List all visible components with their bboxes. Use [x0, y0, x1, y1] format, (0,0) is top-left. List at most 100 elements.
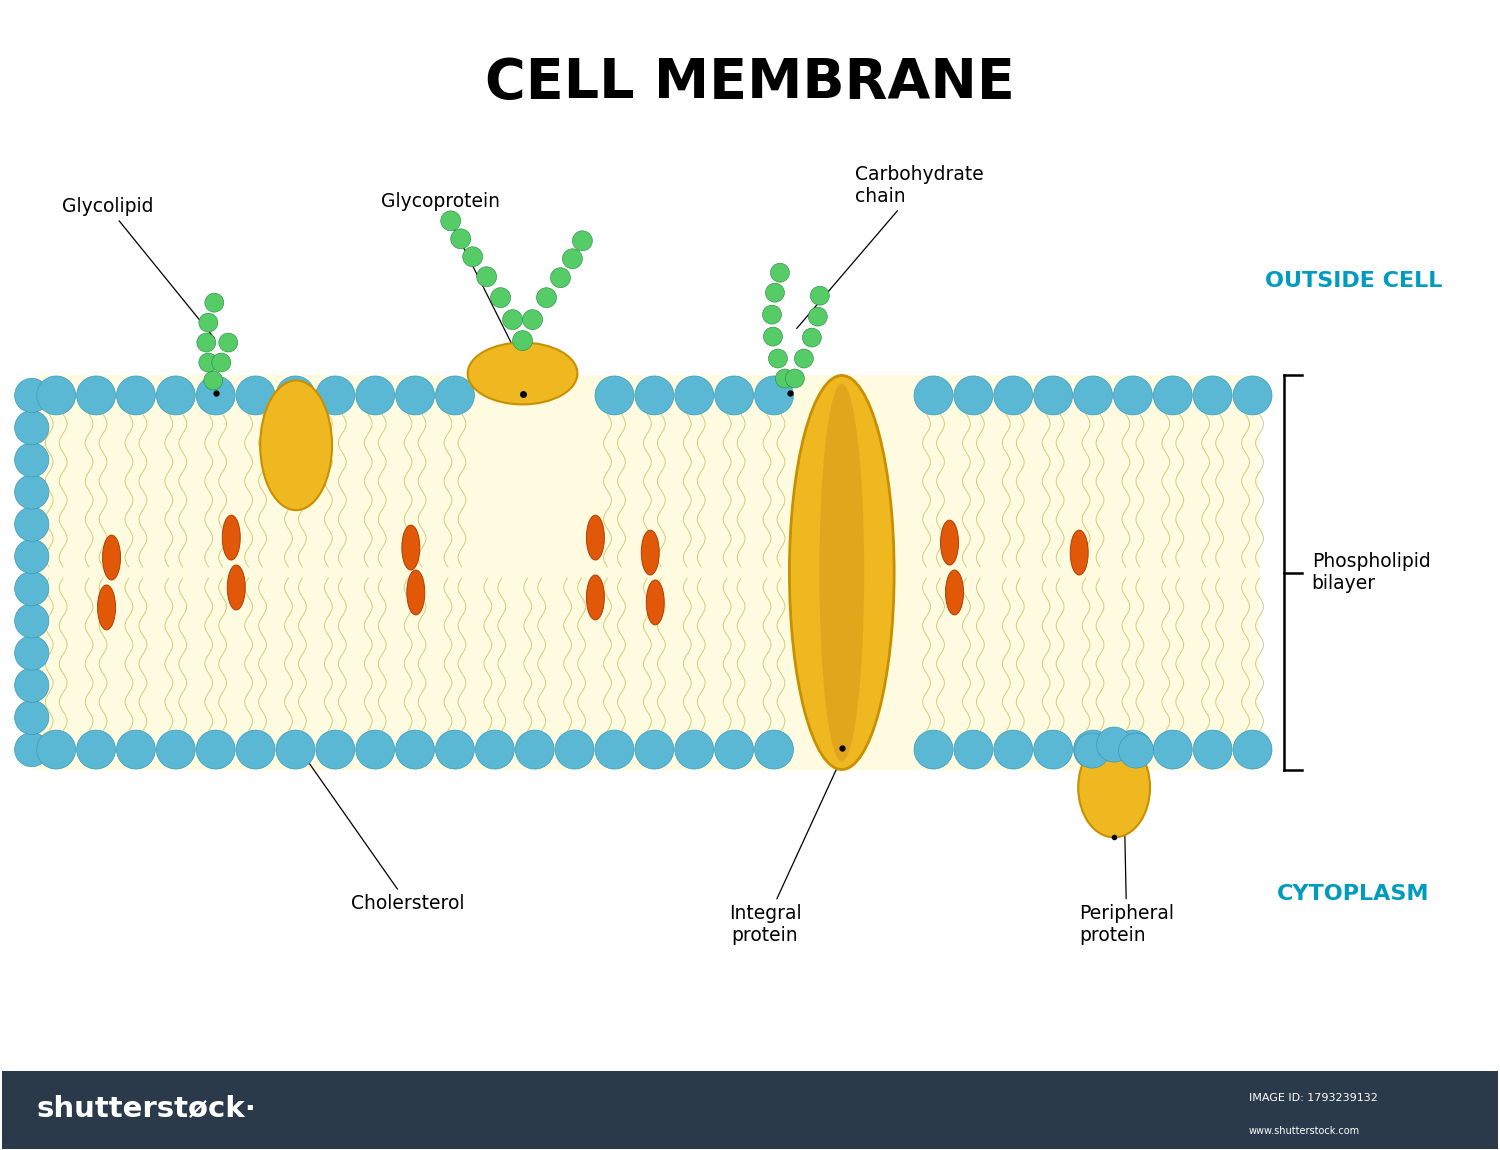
Circle shape [1233, 730, 1272, 769]
Circle shape [204, 371, 224, 390]
Text: Phospholipid
bilayer: Phospholipid bilayer [1311, 552, 1431, 593]
Circle shape [15, 378, 50, 413]
Circle shape [76, 730, 116, 769]
Circle shape [1074, 376, 1113, 415]
Circle shape [15, 700, 50, 735]
Text: Glycoprotein: Glycoprotein [381, 192, 526, 373]
Circle shape [1119, 733, 1154, 768]
Bar [36, 376, 1258, 769]
Circle shape [764, 327, 783, 346]
Circle shape [634, 730, 674, 769]
Circle shape [15, 604, 50, 638]
Circle shape [117, 730, 156, 769]
Text: www.shutterstock.com: www.shutterstock.com [1250, 1127, 1360, 1136]
Ellipse shape [102, 535, 120, 580]
Circle shape [206, 293, 224, 312]
Circle shape [550, 268, 570, 288]
Circle shape [276, 376, 315, 415]
Circle shape [15, 507, 50, 542]
Circle shape [196, 376, 236, 415]
Ellipse shape [819, 383, 864, 761]
Circle shape [476, 730, 514, 769]
Circle shape [316, 376, 356, 415]
Circle shape [675, 730, 714, 769]
Circle shape [714, 730, 753, 769]
Circle shape [316, 730, 356, 769]
Circle shape [396, 730, 435, 769]
Bar [2, 1071, 1498, 1149]
Circle shape [15, 443, 50, 477]
Circle shape [776, 369, 795, 388]
Text: IMAGE ID: 1793239132: IMAGE ID: 1793239132 [1250, 1092, 1377, 1103]
Circle shape [573, 231, 592, 251]
Circle shape [490, 288, 510, 308]
Ellipse shape [468, 343, 578, 405]
Circle shape [156, 730, 195, 769]
Circle shape [1113, 376, 1152, 415]
Circle shape [15, 411, 50, 445]
Ellipse shape [402, 526, 420, 570]
Circle shape [15, 475, 50, 509]
Ellipse shape [945, 570, 963, 615]
Circle shape [1096, 727, 1131, 762]
Circle shape [754, 376, 794, 415]
Circle shape [994, 730, 1032, 769]
Circle shape [1233, 376, 1272, 415]
Circle shape [786, 369, 804, 388]
Ellipse shape [222, 515, 240, 560]
Text: Cholersterol: Cholersterol [297, 746, 465, 913]
Circle shape [477, 267, 496, 286]
Text: CYTOPLASM: CYTOPLASM [1278, 884, 1430, 904]
Circle shape [36, 730, 75, 769]
Circle shape [537, 288, 556, 308]
Circle shape [954, 730, 993, 769]
Circle shape [513, 330, 532, 351]
Circle shape [1034, 376, 1072, 415]
Circle shape [516, 730, 554, 769]
Circle shape [1192, 376, 1231, 415]
Circle shape [810, 286, 830, 305]
Circle shape [522, 309, 543, 330]
Circle shape [441, 210, 460, 231]
Circle shape [211, 353, 231, 371]
Ellipse shape [1078, 737, 1150, 837]
Circle shape [200, 353, 217, 371]
Circle shape [236, 376, 274, 415]
Circle shape [994, 376, 1032, 415]
Circle shape [15, 539, 50, 574]
Circle shape [396, 376, 435, 415]
Text: Peripheral
protein: Peripheral protein [1078, 803, 1174, 945]
Text: Glycolipid: Glycolipid [62, 197, 214, 338]
Circle shape [356, 376, 395, 415]
Circle shape [914, 730, 952, 769]
Ellipse shape [586, 515, 604, 560]
Circle shape [15, 572, 50, 606]
Ellipse shape [1070, 530, 1088, 575]
Circle shape [356, 730, 395, 769]
Circle shape [768, 350, 788, 368]
Circle shape [200, 313, 217, 332]
Ellipse shape [586, 575, 604, 620]
Text: Integral
protein: Integral protein [729, 760, 840, 945]
Circle shape [435, 730, 474, 769]
Ellipse shape [646, 580, 664, 624]
Circle shape [117, 376, 156, 415]
Circle shape [15, 733, 50, 767]
Circle shape [596, 376, 634, 415]
Circle shape [802, 328, 822, 347]
Circle shape [276, 730, 315, 769]
Circle shape [435, 376, 474, 415]
Circle shape [808, 307, 828, 327]
Text: CELL MEMBRANE: CELL MEMBRANE [484, 56, 1016, 110]
Circle shape [1154, 730, 1192, 769]
Circle shape [1074, 730, 1113, 769]
Ellipse shape [789, 376, 894, 769]
Circle shape [762, 305, 782, 324]
Text: OUTSIDE CELL: OUTSIDE CELL [1264, 270, 1442, 291]
Circle shape [15, 636, 50, 670]
Ellipse shape [406, 570, 424, 615]
Circle shape [596, 730, 634, 769]
Circle shape [771, 263, 789, 282]
Circle shape [196, 730, 236, 769]
Circle shape [1113, 730, 1152, 769]
